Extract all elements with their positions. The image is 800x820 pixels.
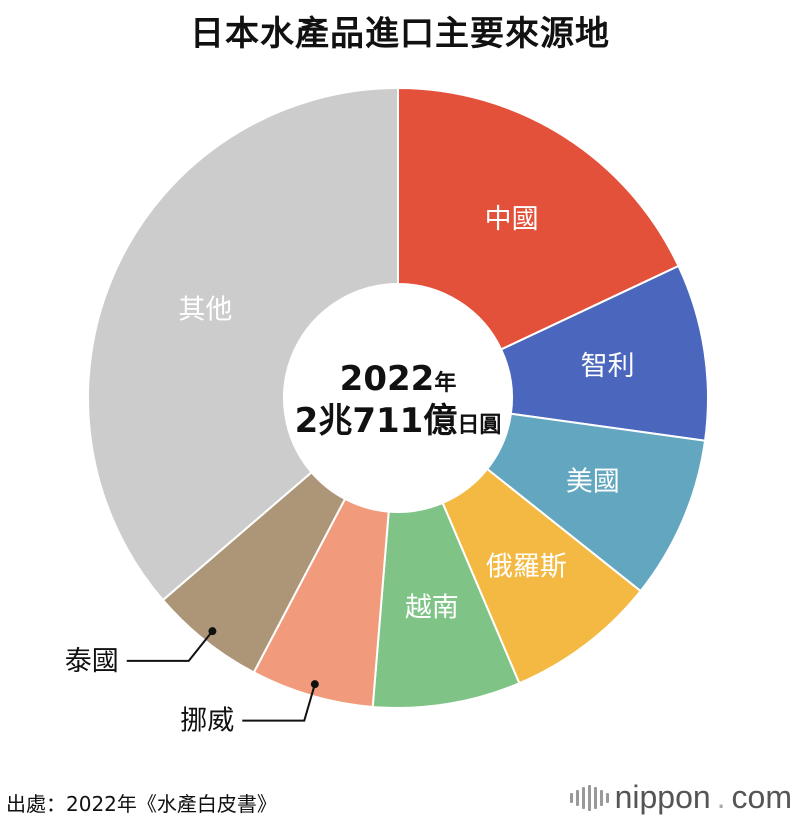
center-total: 2兆711億 xyxy=(295,401,458,441)
slice-1 xyxy=(499,264,709,442)
donut-hole xyxy=(285,285,511,511)
brand-name: nippon xyxy=(614,779,711,815)
center-label: 2022年 2兆711億日圓 xyxy=(295,359,502,441)
slice-label-3: 俄羅斯 xyxy=(486,552,567,583)
center-line-2: 2兆711億日圓 xyxy=(295,401,502,441)
slice-label-6: 泰國 xyxy=(65,646,119,677)
slice-label-0: 中國 xyxy=(485,204,539,235)
brand-dot: . xyxy=(716,779,726,815)
slice-label-1: 智利 xyxy=(581,351,635,382)
slice-7 xyxy=(87,86,399,602)
slice-label-7: 其他 xyxy=(178,295,232,326)
center-year-unit: 年 xyxy=(434,370,456,396)
slice-0 xyxy=(397,86,680,351)
slice-2 xyxy=(485,412,707,593)
leader-line-6 xyxy=(126,630,214,662)
nippon-logo-icon xyxy=(569,784,609,811)
slice-label-2: 美國 xyxy=(566,467,620,498)
nippon-logo[interactable]: nippon. com xyxy=(569,779,792,816)
brand-tld: com xyxy=(731,779,792,815)
slice-label-4: 越南 xyxy=(405,592,459,623)
center-total-unit: 日圓 xyxy=(457,413,501,438)
slice-label-5: 挪威 xyxy=(180,706,234,737)
leader-line-5 xyxy=(242,683,316,722)
source-note: 出處：2022年《水產白皮書》 xyxy=(6,792,277,816)
slices-group xyxy=(87,86,709,709)
center-line-1: 2022年 xyxy=(340,359,457,399)
center-year: 2022 xyxy=(340,359,435,399)
chart-title: 日本水產品進口主要來源地 xyxy=(190,14,610,54)
